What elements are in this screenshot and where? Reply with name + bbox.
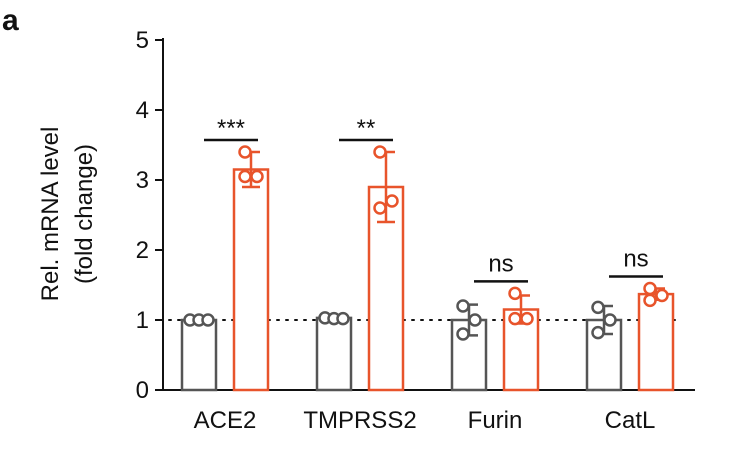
data-point [508, 286, 522, 301]
data-point [201, 313, 215, 327]
data-point [250, 169, 264, 184]
plot-area: 0 1 2 3 4 5 ACE2 *** TMPRSS2 ** Furin ns CatL ns [136, 27, 695, 434]
y-tick-label: 0 [136, 377, 149, 404]
y-tick-label: 1 [136, 307, 149, 334]
x-tick-label: ACE2 [194, 407, 257, 434]
bar [232, 168, 270, 392]
y-axis-label: Rel. mRNA level (fold change) [37, 127, 98, 302]
y-axis-label-line2: (fold change) [71, 144, 98, 284]
y-tick-label: 3 [136, 167, 149, 194]
bar [637, 292, 675, 392]
x-tick-label: Furin [468, 407, 523, 434]
bar [180, 318, 218, 392]
data-point [373, 201, 387, 215]
y-tick-label: 4 [136, 97, 149, 124]
significance-label: ns [488, 250, 513, 277]
data-point [373, 145, 387, 159]
data-point [385, 194, 399, 208]
significance-label: ** [357, 115, 376, 142]
data-point [591, 300, 605, 315]
data-point [238, 145, 252, 159]
data-point [603, 313, 617, 327]
data-point [643, 281, 657, 296]
data-point [468, 313, 482, 327]
significance-label: *** [217, 115, 245, 142]
data-point [508, 311, 522, 326]
data-point [520, 311, 534, 326]
data-point [456, 327, 470, 341]
y-axis-label-line1: Rel. mRNA level [37, 127, 64, 302]
data-point [456, 299, 470, 313]
data-point [238, 169, 252, 184]
x-tick-label: CatL [605, 407, 656, 434]
panel-label: a [2, 4, 19, 37]
bar [315, 316, 353, 392]
data-point [655, 288, 669, 303]
y-tick-label: 5 [136, 27, 149, 54]
significance-label: ns [623, 246, 648, 273]
x-tick-label: TMPRSS2 [303, 407, 416, 434]
data-point [336, 311, 350, 326]
y-tick-label: 2 [136, 237, 149, 264]
data-point [591, 325, 605, 340]
data-point [643, 293, 657, 308]
